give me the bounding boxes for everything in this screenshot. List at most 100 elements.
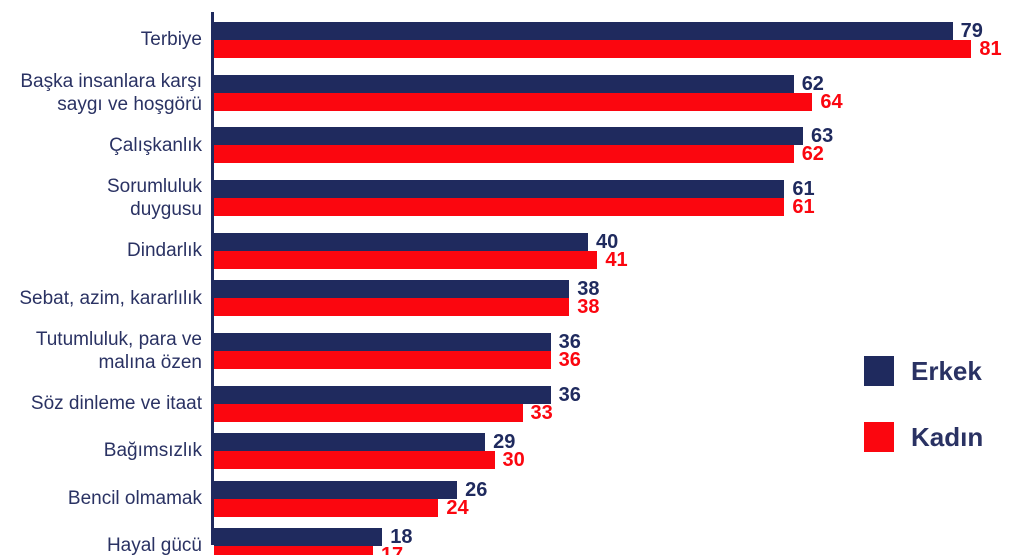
- category-label: Bencil olmamak: [67, 487, 202, 509]
- kadin-value-label: 62: [801, 143, 824, 166]
- kadin-bar-line: 61: [214, 196, 815, 219]
- kadin-bar: [214, 403, 523, 422]
- category-row: Sebat, azim, kararlılık 38 38: [0, 278, 1024, 319]
- erkek-value-label: 36: [558, 330, 581, 353]
- kadin-value-label: 41: [605, 248, 628, 271]
- category-bars: 38 38: [214, 278, 600, 319]
- erkek-value-label: 79: [960, 20, 983, 42]
- category-label: Bağımsızlık: [103, 440, 202, 462]
- erkek-value-label: 26: [465, 478, 488, 501]
- kadin-value-label: 81: [979, 38, 1002, 60]
- kadin-bar-line: 41: [214, 248, 628, 271]
- kadin-bar-line: 30: [214, 449, 525, 472]
- erkek-value-label: 36: [558, 383, 581, 406]
- erkek-bar-line: 61: [214, 178, 815, 201]
- category-label: Sorumluluk duygusu: [106, 175, 202, 221]
- erkek-bar: [214, 22, 953, 40]
- category-bars: 61 61: [214, 178, 815, 219]
- category-row: Tutumluluk, para ve malına özen 36 36: [0, 328, 1024, 374]
- erkek-value-label: 61: [792, 178, 815, 201]
- legend-item-kadin: Kadın: [864, 422, 983, 452]
- legend-label-erkek: Erkek: [911, 356, 982, 386]
- erkek-value-label: 62: [801, 72, 824, 95]
- kadin-value-label: 17: [381, 545, 403, 555]
- erkek-bar-line: 36: [214, 330, 581, 353]
- category-label: Hayal gücü: [106, 535, 202, 555]
- erkek-bar: [214, 180, 785, 199]
- kadin-bar-line: 62: [214, 143, 833, 166]
- erkek-bar-line: 62: [214, 72, 843, 95]
- kadin-swatch-icon: [864, 422, 894, 452]
- category-label: Söz dinleme ve itaat: [30, 392, 202, 414]
- erkek-bar-line: 26: [214, 478, 488, 501]
- erkek-bar: [214, 280, 570, 299]
- category-bars: 63 62: [214, 125, 834, 166]
- category-bars: 79 81: [214, 20, 1002, 60]
- chart-rows: Terbiye 79 81 Başka insanlara karşı sayg…: [0, 20, 1024, 555]
- category-row: Başka insanlara karşı saygı ve hoşgörü 6…: [0, 70, 1024, 116]
- erkek-value-label: 18: [390, 526, 413, 549]
- kadin-value-label: 24: [446, 496, 469, 519]
- kadin-bar: [214, 92, 813, 111]
- kadin-value-label: 61: [792, 196, 815, 219]
- kadin-bar-line: 38: [214, 296, 600, 319]
- erkek-bar-line: 18: [214, 526, 413, 549]
- erkek-bar: [214, 127, 804, 146]
- category-label: Terbiye: [140, 29, 202, 51]
- legend-label-kadin: Kadın: [911, 422, 984, 452]
- erkek-bar: [214, 232, 588, 251]
- category-bars: 40 41: [214, 230, 628, 271]
- category-label: Dindarlık: [127, 240, 202, 262]
- kadin-bar: [214, 498, 439, 517]
- kadin-bar: [214, 198, 785, 217]
- erkek-bar: [214, 74, 794, 93]
- category-row: Söz dinleme ve itaat 36 33: [0, 383, 1024, 424]
- category-bars: 36 33: [214, 383, 581, 424]
- kadin-bar: [214, 451, 495, 470]
- kadin-value-label: 36: [558, 348, 581, 371]
- legend-item-erkek: Erkek: [864, 356, 983, 386]
- kadin-bar: [214, 250, 598, 269]
- kadin-value-label: 33: [530, 401, 553, 424]
- legend: Erkek Kadın: [864, 356, 983, 452]
- kadin-bar-line: 33: [214, 401, 581, 424]
- erkek-swatch-icon: [864, 356, 894, 386]
- erkek-value-label: 63: [811, 125, 834, 148]
- category-label: Tutumluluk, para ve malına özen: [35, 328, 202, 373]
- kadin-value-label: 38: [577, 296, 600, 319]
- kadin-bar-line: 24: [214, 496, 487, 519]
- kadin-bar: [214, 40, 972, 58]
- category-row: Çalışkanlık 63 62: [0, 125, 1024, 166]
- kadin-value-label: 64: [820, 90, 843, 113]
- erkek-value-label: 38: [577, 278, 600, 301]
- kadin-bar: [214, 298, 570, 317]
- category-bars: 26 24: [214, 478, 488, 519]
- erkek-bar: [214, 528, 383, 547]
- category-row: Sorumluluk duygusu 61 61: [0, 175, 1024, 221]
- erkek-bar: [214, 385, 551, 404]
- erkek-bar-line: 38: [214, 278, 600, 301]
- erkek-bar-line: 29: [214, 432, 525, 452]
- kadin-bar: [214, 350, 551, 369]
- kadin-value-label: 30: [502, 449, 525, 472]
- category-label: Başka insanlara karşı saygı ve hoşgörü: [20, 70, 202, 115]
- category-label: Sebat, azim, kararlılık: [19, 287, 202, 309]
- erkek-bar: [214, 433, 486, 452]
- erkek-bar: [214, 332, 551, 351]
- category-bars: 29 30: [214, 432, 525, 472]
- erkek-bar-line: 79: [214, 20, 1002, 42]
- kadin-bar-line: 81: [214, 38, 1002, 60]
- category-row: Hayal gücü 18 17: [0, 526, 1024, 555]
- y-axis-line: [211, 12, 214, 545]
- erkek-bar-line: 36: [214, 383, 581, 406]
- category-label: Çalışkanlık: [109, 134, 202, 156]
- category-bars: 62 64: [214, 72, 843, 113]
- category-bars: 36 36: [214, 330, 581, 371]
- kadin-bar-line: 36: [214, 348, 581, 371]
- category-bars: 18 17: [214, 526, 413, 555]
- erkek-bar: [214, 480, 458, 499]
- kadin-bar-line: 64: [214, 90, 843, 113]
- category-row: Bencil olmamak 26 24: [0, 478, 1024, 519]
- erkek-value-label: 40: [596, 230, 619, 253]
